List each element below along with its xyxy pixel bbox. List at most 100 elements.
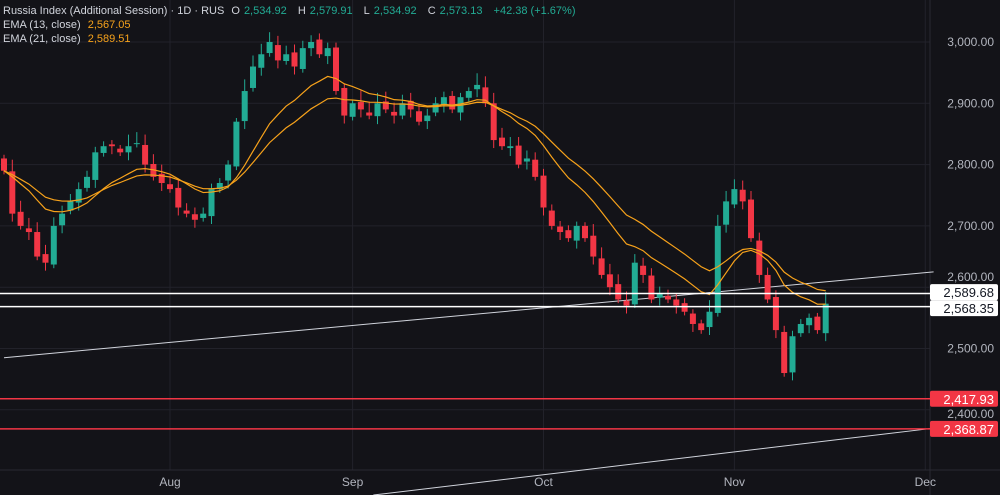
candle-body [291, 52, 298, 67]
candle-body [50, 225, 57, 265]
candle-body [17, 211, 24, 226]
time-tick-label: Nov [724, 475, 745, 489]
candle-body [590, 235, 597, 257]
candle-body [698, 323, 705, 331]
time-tick-label: Dec [915, 475, 936, 489]
candle-body [623, 300, 630, 306]
candle-body [822, 303, 829, 334]
candle-body [59, 213, 66, 226]
price-label-box [930, 420, 998, 437]
candle-body [366, 112, 373, 116]
candle-body [274, 45, 281, 61]
candle-body [142, 144, 149, 165]
ema13-legend[interactable]: EMA (13, close) 2,567.05 [3, 18, 579, 32]
price-label-box [930, 300, 998, 317]
candle-body [349, 103, 356, 117]
candle-body [399, 103, 406, 116]
ema-line [3, 97, 826, 292]
candle-body [449, 95, 456, 110]
price-label: 2,568.35 [943, 301, 994, 316]
candle-body [175, 187, 182, 208]
candle-body [133, 143, 140, 145]
price-tick-label: 2,500.00 [947, 342, 994, 356]
candle-body [499, 137, 505, 147]
symbol-legend-row: Russia Index (Additional Session) · 1D ·… [3, 4, 579, 18]
candle-body [465, 91, 472, 98]
candle-body [266, 42, 273, 54]
candle-body [308, 42, 315, 49]
candle-body [789, 336, 796, 373]
candle-body [523, 158, 530, 162]
candle-body [92, 152, 99, 180]
close-value: 2,573.13 [439, 5, 483, 17]
candle-body [167, 184, 173, 190]
candle-body [665, 295, 671, 300]
ema13-value: 2,567.05 [87, 19, 131, 31]
high-value: 2,579.91 [309, 5, 353, 17]
candle-body [1, 158, 7, 171]
candle-body [806, 317, 813, 326]
candle-body [440, 97, 447, 105]
candle-body [772, 297, 779, 331]
candle-body [191, 214, 198, 220]
candle-body [225, 164, 232, 181]
candle-body [241, 91, 248, 122]
candle-body [233, 121, 240, 167]
candle-body [117, 148, 124, 153]
candle-body [640, 265, 647, 275]
candle-body [540, 175, 547, 208]
candle-body [374, 103, 381, 117]
symbol-title: Russia Index (Additional Session) · 1D ·… [3, 5, 225, 17]
price-tick-label: 2,700.00 [947, 219, 994, 233]
candle-body [681, 303, 688, 312]
candle-body [515, 145, 522, 165]
candle-body [631, 262, 638, 305]
candle-body [183, 210, 190, 214]
candle-body [283, 54, 290, 62]
close-label: C [427, 5, 436, 17]
candle-body [416, 111, 422, 122]
candle-body [250, 66, 256, 88]
price-label-box [930, 390, 998, 407]
candle-body [814, 316, 821, 331]
open-label: O [231, 5, 240, 17]
candle-body [548, 210, 555, 226]
candle-body [357, 102, 364, 110]
candle-body [432, 103, 439, 113]
price-tick-label: 3,000.00 [947, 35, 994, 49]
candle-body [158, 173, 165, 183]
candle-body [739, 189, 746, 202]
candle-body [797, 323, 804, 334]
candle-body [573, 225, 580, 241]
trendline [3, 271, 934, 359]
price-label: 2,589.68 [943, 285, 994, 300]
price-tick-label: 2,900.00 [947, 96, 994, 110]
candle-body [258, 54, 265, 68]
chart-legend: Russia Index (Additional Session) · 1D ·… [3, 4, 579, 46]
ema21-label: EMA (21, close) [3, 33, 81, 45]
time-tick-label: Sep [342, 475, 364, 489]
time-tick-label: Oct [534, 475, 553, 489]
high-label: H [297, 5, 306, 17]
candle-body [723, 201, 730, 225]
close-group: C 2,573.13 [428, 5, 487, 17]
candle-body [714, 225, 721, 313]
candle-body [731, 189, 738, 205]
ema21-legend[interactable]: EMA (21, close) 2,589.51 [3, 32, 579, 46]
candle-body [557, 226, 564, 233]
candle-body [648, 275, 655, 300]
candle-body [341, 87, 348, 116]
high-group: H 2,579.91 [298, 5, 357, 17]
candle-body [382, 101, 389, 110]
ema-line [3, 75, 826, 305]
candle-body [756, 240, 763, 275]
candle-body [34, 232, 41, 257]
trendline [373, 427, 934, 495]
candle-body [125, 146, 132, 153]
candle-body [208, 189, 215, 217]
open-value: 2,534.92 [243, 5, 287, 17]
low-value: 2,534.92 [373, 5, 417, 17]
candle-body [532, 159, 539, 177]
candle-body [42, 254, 49, 263]
